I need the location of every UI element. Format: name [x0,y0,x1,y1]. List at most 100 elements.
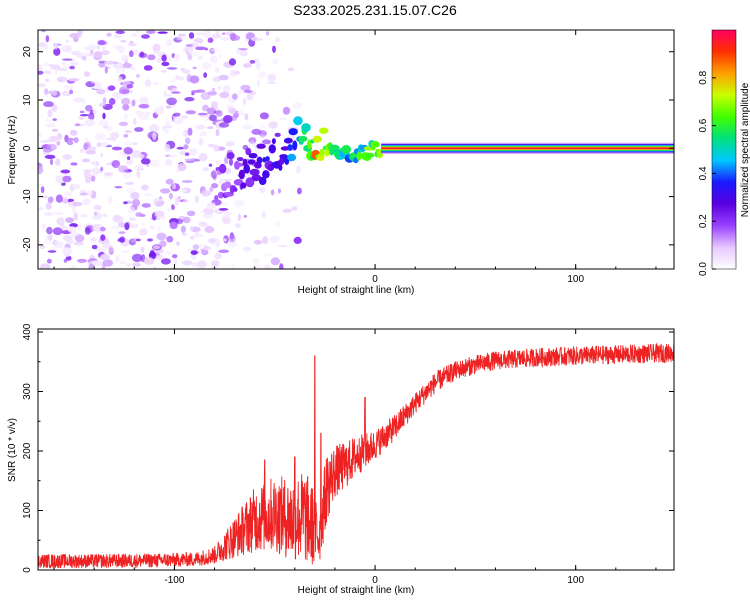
spectrogram-noise-cell [195,124,206,130]
spectrogram-noise-cell [144,79,152,87]
spectrogram-noise-cell [180,115,189,119]
spectrogram-noise-cell [112,92,122,98]
spectrogram-noise-cell [265,31,270,36]
spectrogram-ridge-cell [226,152,235,160]
spectrogram-noise-cell [44,237,49,243]
spectrogram-noise-cell [170,91,181,94]
spectrogram-noise-cell [166,67,178,70]
spectrogram-noise-cell [79,114,90,117]
spectrogram-noise-cell [223,238,227,242]
spectrogram-noise-cell [50,122,55,127]
snr-ticks: -100 0 100 0 100 200 300 400 [22,323,674,586]
spectrogram-noise-cell [195,32,204,36]
spectrogram-noise-cell [181,180,193,183]
spectrogram-noise-cell [165,178,174,185]
spectrogram-noise-cell [108,97,116,106]
spectrogram-noise-cell [74,234,85,243]
spectrogram-noise-cell [40,30,47,33]
spectrogram-noise-cell [114,215,122,220]
spectrogram-noise-cell [134,153,145,159]
spectrogram-noise-cell [72,205,77,214]
spectrogram-ridge-cell [258,176,267,186]
spectrogram-noise-cell [207,37,214,43]
spectrogram-noise-cell [293,236,302,244]
spectrogram-noise-cell [195,46,207,51]
spectrogram-noise-cell [135,30,140,33]
spectrogram-frame [37,29,675,270]
spectrogram-noise-cell [176,35,187,41]
spectrogram-noise-cell [257,71,267,79]
spectrogram-noise-cell [66,137,75,142]
spectrogram-noise-cell [38,83,47,88]
spectrogram-noise-cell [131,253,143,263]
spectrogram-noise-cell [57,68,68,71]
spectrogram-noise-cell [124,112,128,121]
spectrogram-noise-cell [160,258,171,265]
spectrogram-noise-cell [123,134,129,138]
spectrogram-xtick-label: -100 [164,274,184,285]
snr-ytick-label: 200 [22,442,33,459]
spectrogram-noise-cell [107,85,116,91]
spectrogram-noise-cell [78,116,85,120]
spectrogram-noise-cell [193,234,204,238]
spectrogram-noise-cell [165,250,173,255]
spectrogram-noise-cell [223,115,233,124]
spectrogram-ridge-cell [319,148,325,156]
spectrogram-ridge-cell [245,177,255,188]
spectrogram-noise-cell [91,216,102,220]
spectrogram-noise-cell [218,53,222,59]
spectrogram-noise-cell [56,140,61,146]
spectrogram-noise-cell [279,117,287,121]
spectrogram-noise-cell [224,156,229,165]
spectrogram-noise-cell [38,165,44,174]
spectrogram-noise-cell [115,255,120,263]
spectrogram-noise-cell [93,204,102,211]
spectrogram-noise-cell [253,240,263,245]
snr-xtick-label: 0 [372,575,378,586]
spectrogram-noise-cell [101,45,107,51]
spectrogram-noise-cell [141,184,149,191]
spectrogram-noise-cell [135,238,141,242]
spectrogram-noise-cell [229,158,233,166]
spectrogram-noise-cell [127,156,131,161]
spectrogram-noise-cell [229,33,237,38]
spectrogram-noise-cell [65,39,69,43]
spectrogram-ytick-label: -20 [22,237,33,252]
spectrogram-ridge-cell [240,182,247,189]
spectrogram-noise-cell [194,195,199,203]
spectrogram-noise-cell [106,162,112,166]
spectrogram-noise-cell [180,225,186,233]
spectrogram-noise-cell [53,211,64,215]
spectrogram-noise-cell [206,107,217,115]
snr-ytick-label: 300 [22,383,33,400]
spectrogram-noise-cell [74,123,81,127]
spectrogram-noise-cell [171,204,175,210]
spectrogram-noise-cell [191,92,195,96]
spectrogram-noise-cell [97,248,107,253]
snr-plot-area [38,329,674,570]
spectrogram-noise-cell [160,216,166,220]
spectrogram-noise-cell [263,264,271,269]
spectrogram-noise-cell [243,63,252,68]
snr-xtick-label: 100 [567,575,584,586]
spectrogram-noise-cell [129,217,136,221]
spectrogram-noise-cell [129,66,136,71]
spectrogram-ridge-cell [271,138,276,145]
snr-line [38,342,674,569]
spectrogram-noise-cell [236,49,242,55]
spectrogram-noise-cell [157,226,161,232]
spectrogram-noise-cell [226,240,237,248]
spectrogram-noise-cell [235,223,241,229]
spectrogram-noise-cell [87,43,97,51]
spectrogram-noise-cell [210,266,217,269]
spectrogram-noise-cell [83,71,90,77]
spectrogram-noise-cell [201,61,212,71]
spectrogram-noise-cell [52,118,57,121]
spectrogram-noise-cell [209,186,214,192]
spectrogram-noise-cell [182,216,191,224]
spectrogram-noise-cell [98,102,107,108]
spectrogram-noise-cell [113,33,123,39]
